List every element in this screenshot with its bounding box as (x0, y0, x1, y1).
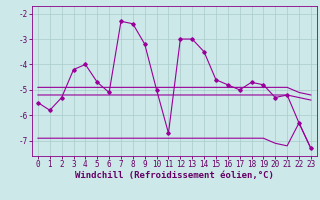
X-axis label: Windchill (Refroidissement éolien,°C): Windchill (Refroidissement éolien,°C) (75, 171, 274, 180)
